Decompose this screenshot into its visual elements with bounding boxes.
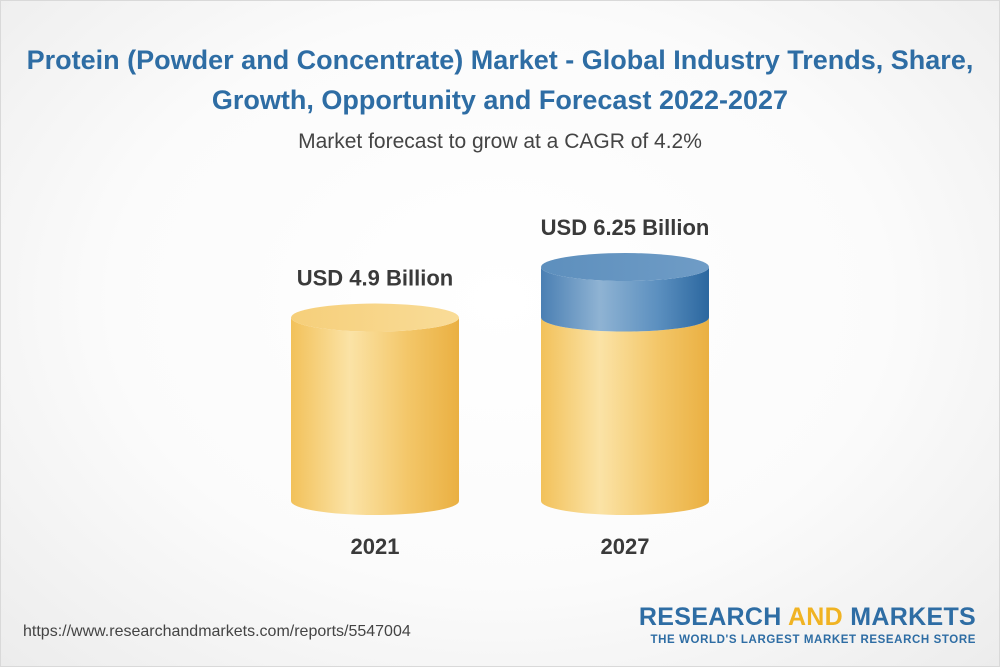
bar-growth-2027	[541, 267, 709, 332]
data-label-2021: USD 4.9 Billion	[297, 266, 453, 291]
bar-2021	[291, 317, 459, 515]
brand-and: AND	[787, 603, 844, 631]
source-url[interactable]: https://www.researchandmarkets.com/repor…	[23, 623, 411, 640]
brand-tagline: THE WORLD'S LARGEST MARKET RESEARCH STOR…	[650, 634, 976, 646]
chart-subtitle: Market forecast to grow at a CAGR of 4.2…	[298, 130, 702, 153]
bar-top-2027	[541, 253, 709, 281]
category-label-2027: 2027	[601, 534, 650, 559]
brand-markets: MARKETS	[850, 603, 976, 631]
data-label-2027: USD 6.25 Billion	[541, 215, 710, 240]
chart-title: Protein (Powder and Concentrate) Market …	[26, 45, 974, 115]
bar-top-2021	[291, 303, 459, 332]
brand-research: RESEARCH	[638, 603, 782, 631]
brand-logo: RESEARCH AND MARKETS THE WORLD'S LARGEST…	[639, 603, 976, 646]
brand-name: RESEARCH AND MARKETS	[639, 603, 976, 631]
category-label-2021: 2021	[351, 534, 400, 559]
bar-base-2027	[541, 317, 709, 515]
